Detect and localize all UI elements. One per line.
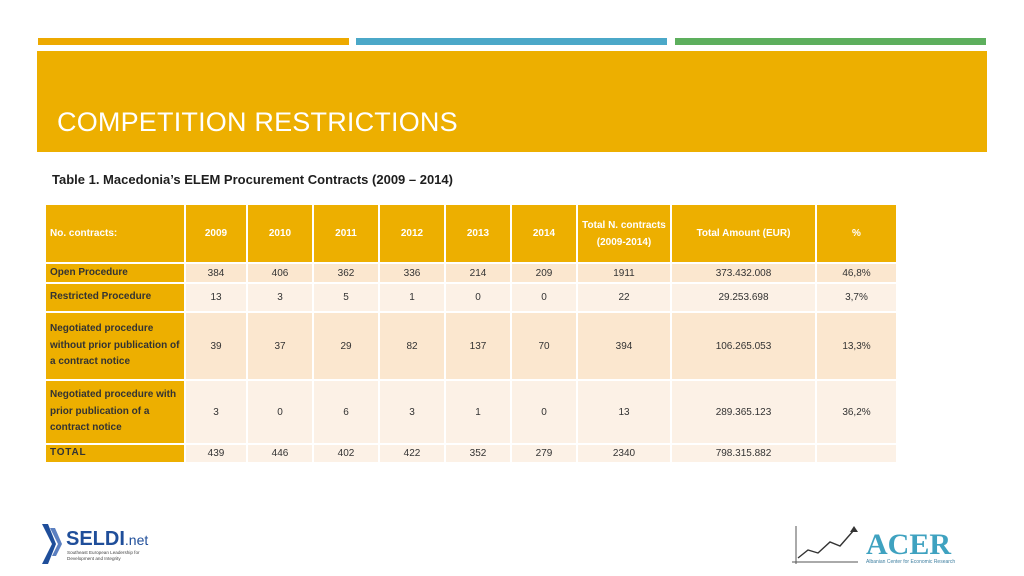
- table-cell: 106.265.053: [672, 313, 815, 379]
- seldi-tagline: Development and Integrity: [67, 556, 121, 561]
- table-cell: 352: [446, 445, 510, 462]
- table-cell: 0: [512, 381, 576, 443]
- table-cell: 798.315.882: [672, 445, 815, 462]
- seldi-logo-name: SELDI: [66, 528, 125, 550]
- table-cell: 22: [578, 284, 670, 311]
- table-cell: 3: [186, 381, 246, 443]
- header-cell: 2010: [248, 205, 312, 262]
- table-cell: 446: [248, 445, 312, 462]
- table-cell: 362: [314, 264, 378, 282]
- accent-stripe-orange: [38, 38, 349, 45]
- seldi-mark-icon: [42, 524, 56, 564]
- table-cell: 2340: [578, 445, 670, 462]
- table-row: Negotiated procedure with prior publicat…: [46, 381, 896, 443]
- table-cell: 137: [446, 313, 510, 379]
- table-row: Restricted Procedure 13 3 5 1 0 0 22 29.…: [46, 284, 896, 311]
- table-cell: 37: [248, 313, 312, 379]
- table-cell: 336: [380, 264, 444, 282]
- table-cell: 402: [314, 445, 378, 462]
- header-cell: Total N. contracts (2009-2014): [578, 205, 670, 262]
- table-cell: 82: [380, 313, 444, 379]
- header-cell: Total Amount (EUR): [672, 205, 815, 262]
- table-cell: 214: [446, 264, 510, 282]
- slide-title: COMPETITION RESTRICTIONS: [57, 107, 458, 137]
- title-banner: COMPETITION RESTRICTIONS: [37, 51, 987, 152]
- seldi-tagline: Southeast European Leadership for: [67, 550, 140, 555]
- header-cell: 2013: [446, 205, 510, 262]
- table-total-row: TOTAL 439 446 402 422 352 279 2340 798.3…: [46, 445, 896, 462]
- table-cell: 0: [248, 381, 312, 443]
- header-cell: 2012: [380, 205, 444, 262]
- acer-tagline: Albanian Center for Economic Research: [866, 559, 955, 565]
- table-cell: 394: [578, 313, 670, 379]
- table-cell: 13,3%: [817, 313, 896, 379]
- table-cell: 209: [512, 264, 576, 282]
- header-cell: 2009: [186, 205, 246, 262]
- table-cell: 279: [512, 445, 576, 462]
- table-cell: 39: [186, 313, 246, 379]
- table-cell: [817, 445, 896, 462]
- growth-chart-icon: [792, 526, 858, 564]
- table-row: Open Procedure 384 406 362 336 214 209 1…: [46, 264, 896, 282]
- table-cell: 384: [186, 264, 246, 282]
- table-cell: 289.365.123: [672, 381, 815, 443]
- accent-stripe-blue: [356, 38, 667, 45]
- header-cell: 2011: [314, 205, 378, 262]
- table-header-row: No. contracts: 2009 2010 2011 2012 2013 …: [46, 205, 896, 262]
- accent-stripe-green: [675, 38, 986, 45]
- svg-text:SELDI.net: SELDI.net: [66, 528, 148, 550]
- table-cell: 13: [578, 381, 670, 443]
- table-cell: 0: [512, 284, 576, 311]
- table-cell: 406: [248, 264, 312, 282]
- table-cell: 422: [380, 445, 444, 462]
- table-cell: 29: [314, 313, 378, 379]
- row-label: Open Procedure: [46, 264, 184, 282]
- header-cell: %: [817, 205, 896, 262]
- header-cell: No. contracts:: [46, 205, 184, 262]
- table-cell: 0: [446, 284, 510, 311]
- acer-logo-name: ACER: [866, 528, 951, 561]
- seldi-logo-suffix: .net: [125, 532, 148, 548]
- table-cell: 70: [512, 313, 576, 379]
- table-cell: 439: [186, 445, 246, 462]
- table-cell: 3: [380, 381, 444, 443]
- table-cell: 36,2%: [817, 381, 896, 443]
- header-cell: 2014: [512, 205, 576, 262]
- table-cell: 46,8%: [817, 264, 896, 282]
- row-label: Negotiated procedure without prior publi…: [46, 313, 184, 379]
- acer-logo: ACER Albanian Center for Economic Resear…: [792, 526, 955, 565]
- table-cell: 5: [314, 284, 378, 311]
- row-label: Restricted Procedure: [46, 284, 184, 311]
- table-cell: 3: [248, 284, 312, 311]
- table-cell: 1: [446, 381, 510, 443]
- seldi-logo: SELDI.net Southeast European Leadership …: [42, 524, 148, 564]
- table-cell: 29.253.698: [672, 284, 815, 311]
- table-cell: 3,7%: [817, 284, 896, 311]
- table-row: Negotiated procedure without prior publi…: [46, 313, 896, 379]
- procurement-table: No. contracts: 2009 2010 2011 2012 2013 …: [44, 203, 898, 464]
- row-label: Negotiated procedure with prior publicat…: [46, 381, 184, 443]
- table-cell: 13: [186, 284, 246, 311]
- table-cell: 1: [380, 284, 444, 311]
- row-label: TOTAL: [46, 445, 184, 462]
- table-cell: 373.432.008: [672, 264, 815, 282]
- table-cell: 1911: [578, 264, 670, 282]
- table-cell: 6: [314, 381, 378, 443]
- table-caption: Table 1. Macedonia’s ELEM Procurement Co…: [52, 172, 453, 187]
- seldi-mark-accent-icon: [50, 528, 62, 556]
